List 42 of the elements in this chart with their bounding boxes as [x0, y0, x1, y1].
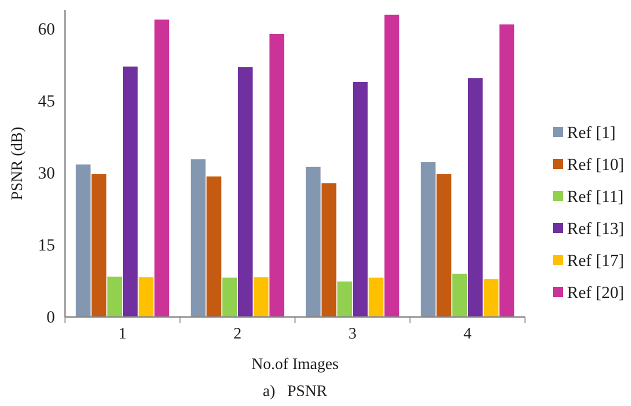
bar: [353, 82, 368, 317]
legend-label: Ref [17]: [567, 251, 624, 270]
bar: [368, 278, 384, 317]
x-axis-title: No.of Images: [251, 356, 339, 373]
bar: [384, 14, 400, 317]
legend-label: Ref [11]: [567, 187, 624, 206]
y-axis-title: PSNR (dB): [9, 126, 26, 200]
bar: [337, 282, 352, 317]
bar: [76, 164, 91, 317]
y-tick-label: 60: [38, 20, 55, 39]
x-tick-label: 1: [118, 325, 126, 342]
y-tick-label: 15: [38, 235, 55, 254]
x-tick-label: 3: [348, 325, 356, 342]
legend-label: Ref [1]: [567, 123, 616, 142]
bar: [322, 183, 336, 317]
bar: [138, 277, 154, 317]
bar: [206, 176, 222, 317]
text: a) PSNR: [262, 383, 328, 400]
bar: [499, 24, 514, 317]
bar: [484, 279, 498, 317]
bar: [436, 174, 452, 317]
bar: [123, 66, 138, 317]
x-tick-label: 4: [464, 325, 472, 342]
bar: [107, 276, 122, 317]
bar: [269, 34, 284, 317]
y-tick-label: 0: [46, 307, 55, 326]
bar: [154, 20, 170, 317]
legend-label: Ref [20]: [567, 283, 624, 302]
bar: [238, 67, 253, 317]
legend-label: Ref [10]: [567, 155, 624, 174]
x-tick-label: 2: [234, 325, 242, 342]
bar: [222, 278, 237, 317]
legend-label: Ref [13]: [567, 219, 624, 238]
y-tick-label: 30: [38, 164, 55, 183]
bar: [452, 274, 467, 317]
bar: [190, 159, 206, 317]
y-tick-label: 45: [38, 92, 55, 111]
bar: [420, 162, 436, 317]
bar: [254, 277, 268, 317]
bar: [468, 78, 483, 317]
bar: [306, 166, 321, 317]
bar: [92, 174, 106, 317]
